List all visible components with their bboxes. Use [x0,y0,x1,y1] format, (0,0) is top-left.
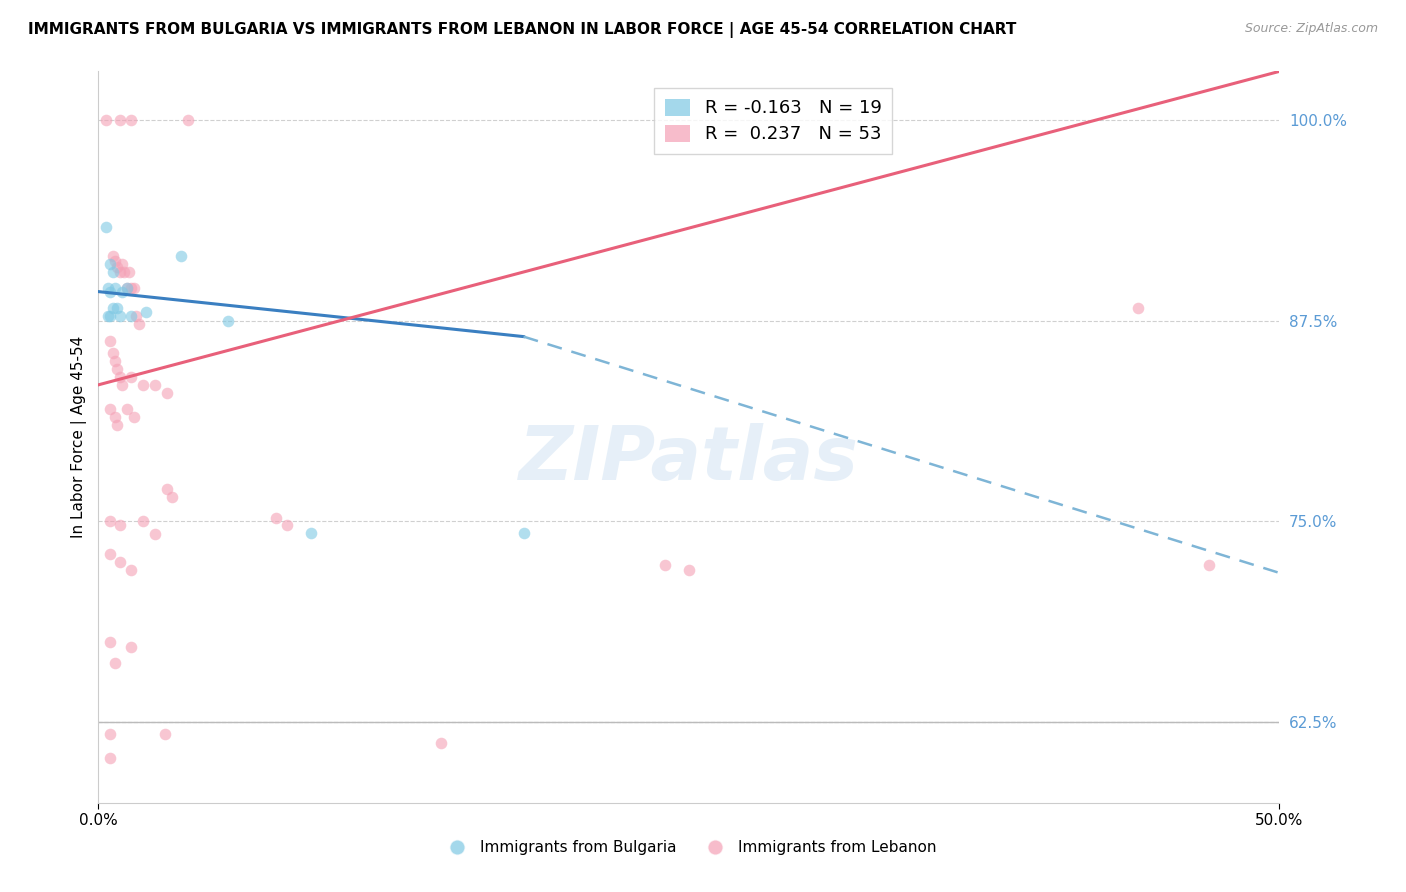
Point [143,377,166,392]
Point [98,334,121,349]
Point [160,491,183,505]
Point [94,220,117,235]
Point [122,281,145,295]
Point [108,265,131,279]
Point [125,309,148,323]
Point [97,281,120,295]
Point [121,281,143,295]
Point [101,265,124,279]
Point [104,353,127,368]
Point [98,257,121,271]
Point [121,369,143,384]
Point [98,547,121,561]
Point [94,112,117,127]
Text: IMMIGRANTS FROM BULGARIA VS IMMIGRANTS FROM LEBANON IN LABOR FORCE | AGE 45-54 C: IMMIGRANTS FROM BULGARIA VS IMMIGRANTS F… [28,22,1017,38]
Point [108,309,131,323]
Point [108,517,131,532]
Point [105,361,128,376]
Point [98,727,121,741]
Point [111,257,134,271]
Point [654,558,676,572]
Point [111,285,134,299]
Text: Source: ZipAtlas.com: Source: ZipAtlas.com [1244,22,1378,36]
Point [115,281,138,295]
Point [104,254,127,268]
Point [97,309,120,323]
Point [105,417,128,432]
Point [98,309,121,323]
Point [98,285,121,299]
Point [177,112,200,127]
Point [105,301,128,315]
Point [101,345,124,359]
Point [128,317,150,331]
Point [121,563,143,577]
Point [108,112,131,127]
Point [299,525,322,540]
Y-axis label: In Labor Force | Age 45-54: In Labor Force | Age 45-54 [72,336,87,538]
Point [98,515,121,529]
Point [678,563,700,577]
Point [217,313,239,327]
Point [143,527,166,541]
Point [104,656,127,670]
Point [512,525,534,540]
Point [121,309,143,323]
Point [108,555,131,569]
Point [276,517,298,532]
Point [108,369,131,384]
Point [170,249,193,263]
Point [115,281,138,295]
Point [121,640,143,654]
Point [153,727,176,741]
Point [104,409,127,424]
Point [115,401,138,416]
Point [430,736,453,750]
Point [1198,558,1220,572]
Point [112,265,135,279]
Point [111,377,134,392]
Point [101,301,124,315]
Point [132,377,155,392]
Text: ZIPatlas: ZIPatlas [519,423,859,496]
Point [121,112,143,127]
Legend: Immigrants from Bulgaria, Immigrants from Lebanon: Immigrants from Bulgaria, Immigrants fro… [436,834,942,861]
Point [98,751,121,765]
Point [101,249,124,263]
Point [264,511,287,525]
Point [156,385,179,400]
Point [135,305,157,319]
Point [1126,301,1149,315]
Point [105,260,128,275]
Point [98,401,121,416]
Point [98,635,121,649]
Point [156,483,179,497]
Point [122,409,145,424]
Point [132,515,155,529]
Point [118,265,141,279]
Point [104,281,127,295]
